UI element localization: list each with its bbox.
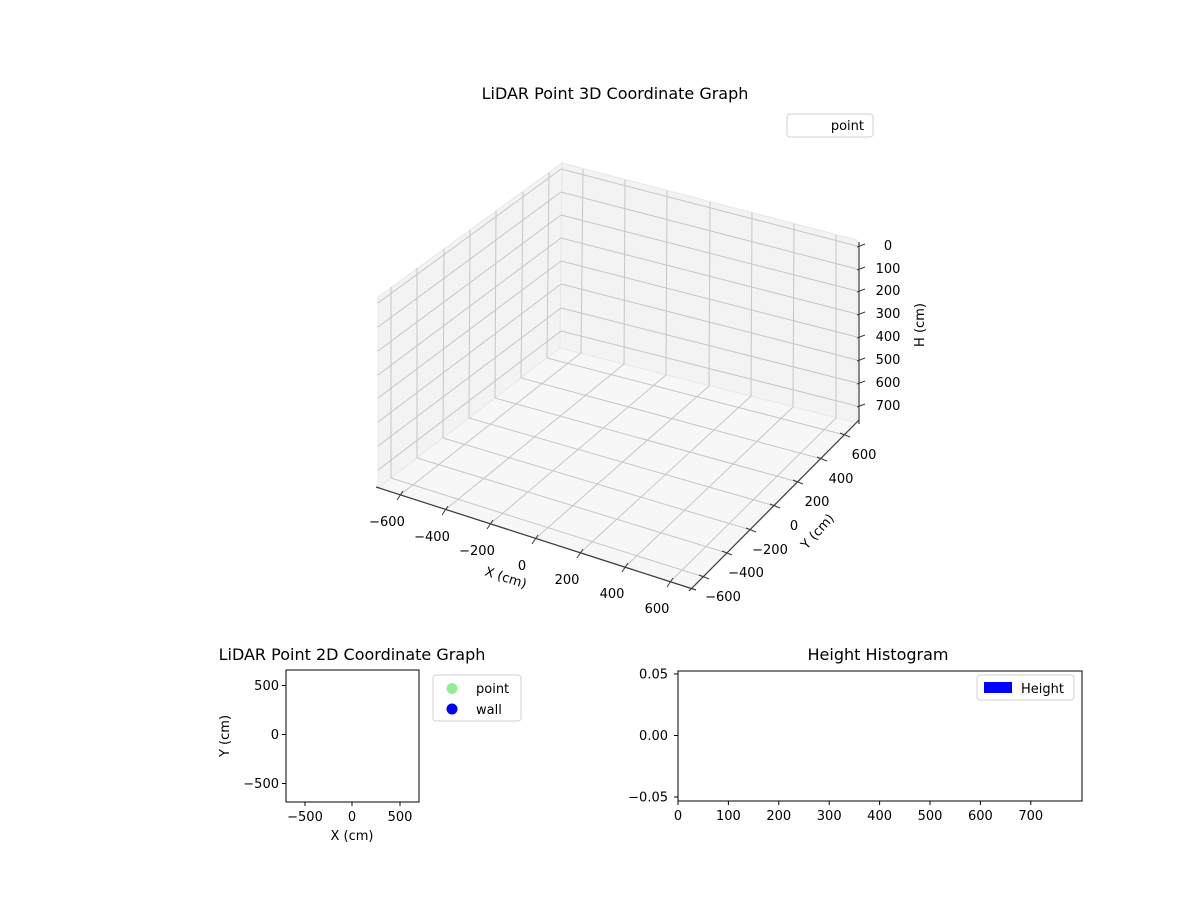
plot2d-x-tick-label: 500: [388, 810, 413, 825]
plot3d-floor-grid: [390, 352, 846, 583]
plot3d-y-tick-label: −200: [752, 543, 788, 558]
plot2d-x-tick-label: −500: [287, 810, 323, 825]
plot3d-title: LiDAR Point 3D Coordinate Graph: [482, 84, 749, 103]
hist-legend-label-height: Height: [1021, 682, 1064, 697]
plot3d-z-tick-label: 300: [876, 307, 901, 322]
plot3d-x-tick-label: 0: [518, 559, 526, 574]
plot3d-y-tick-label: −400: [728, 566, 764, 581]
plot3d-z-axis-label: H (cm): [913, 303, 928, 347]
plot2d-y-tick-label: 0: [271, 728, 279, 743]
plot3d-y-tick-label: 600: [852, 448, 877, 463]
plot3d-x-tick-label: −200: [459, 544, 495, 559]
plot3d-z-tick-label: 0: [884, 239, 892, 254]
plot2d-legend-label-wall: wall: [476, 703, 502, 718]
hist-x-tick-label: 0: [674, 809, 682, 824]
plot2d-x-tick-label: 0: [348, 810, 356, 825]
plot2d-y-axis-label: Y (cm): [218, 715, 233, 758]
hist-x-tick-label: 500: [918, 809, 943, 824]
hist-x-ticks: 0 100 200 300 400 500 600 700: [674, 801, 1043, 824]
plot3d-x-tick-label: 400: [600, 587, 625, 602]
plot3d-x-ticks: −600 −400 −200 0 200 400 600: [369, 490, 674, 617]
plot3d-x-tick-label: 200: [555, 573, 580, 588]
plot3d-y-tick-label: 200: [805, 495, 830, 510]
hist-x-tick-label: 700: [1018, 809, 1043, 824]
hist-legend-patch-height: [984, 682, 1012, 693]
plot3d-z-tick-label: 700: [876, 399, 901, 414]
hist-title: Height Histogram: [808, 645, 949, 664]
hist-y-tick-label: −0.05: [628, 791, 668, 806]
plot2d-y-tick-label: 500: [254, 679, 279, 694]
plot3d-legend-box: [786, 113, 874, 138]
hist-y-tick-label: 0.00: [639, 729, 668, 744]
plot3d-y-tick-label: 400: [829, 472, 854, 487]
plot3d-z-tick-label: 400: [876, 330, 901, 345]
plot2d-legend: point wall: [432, 674, 522, 722]
plot2d: LiDAR Point 2D Coordinate Graph 500 0 −5…: [218, 645, 522, 844]
plot2d-title: LiDAR Point 2D Coordinate Graph: [219, 645, 486, 664]
hist: Height Histogram 0.05 0.00 −0.05 0 100 2…: [628, 645, 1083, 824]
plot3d-y-axis-label: Y (cm): [798, 511, 838, 553]
plot3d-legend: point: [786, 113, 874, 138]
plot3d-legend-label-point: point: [831, 119, 864, 134]
plot3d-y-tick-label: −600: [705, 590, 741, 605]
hist-y-tick-label: 0.05: [639, 668, 668, 683]
plot2d-legend-label-point: point: [476, 682, 509, 697]
hist-x-tick-label: 200: [766, 809, 791, 824]
hist-y-ticks: 0.05 0.00 −0.05: [628, 668, 678, 806]
hist-x-tick-label: 400: [867, 809, 892, 824]
plot2d-legend-marker-wall: [446, 703, 458, 715]
hist-x-tick-label: 100: [716, 809, 741, 824]
plot2d-legend-marker-point: [446, 683, 458, 694]
plot3d-z-ticks: 0 100 200 300 400 500 600 700: [856, 239, 901, 414]
hist-x-tick-label: 300: [817, 809, 842, 824]
plot3d-z-tick-label: 200: [876, 284, 901, 299]
plot3d-z-tick-label: 500: [876, 353, 901, 368]
plot2d-x-axis-label: X (cm): [331, 829, 374, 844]
plot3d-right-wall-grid: [560, 168, 858, 418]
plot3d-x-tick-label: 600: [645, 602, 670, 617]
plot3d: LiDAR Point 3D Coordinate Graph: [369, 84, 928, 617]
hist-legend: Height: [976, 674, 1075, 701]
hist-legend-box: [976, 674, 1075, 701]
plot2d-axes-frame: [285, 669, 420, 803]
plot3d-z-tick-label: 600: [876, 376, 901, 391]
hist-x-tick-label: 600: [968, 809, 993, 824]
plot3d-x-tick-label: −400: [414, 530, 450, 545]
plot3d-z-tick-label: 100: [876, 262, 901, 277]
plot3d-y-ticks: −600 −400 −200 0 200 400 600: [698, 432, 877, 605]
plot3d-y-tick-label: 0: [790, 519, 798, 534]
plot3d-left-wall-grid: [377, 168, 562, 478]
plot2d-y-tick-label: −500: [243, 777, 279, 792]
plot3d-x-tick-label: −600: [369, 515, 405, 530]
plot2d-y-ticks: 500 0 −500: [243, 679, 286, 792]
plot2d-x-ticks: −500 0 500: [287, 802, 412, 825]
